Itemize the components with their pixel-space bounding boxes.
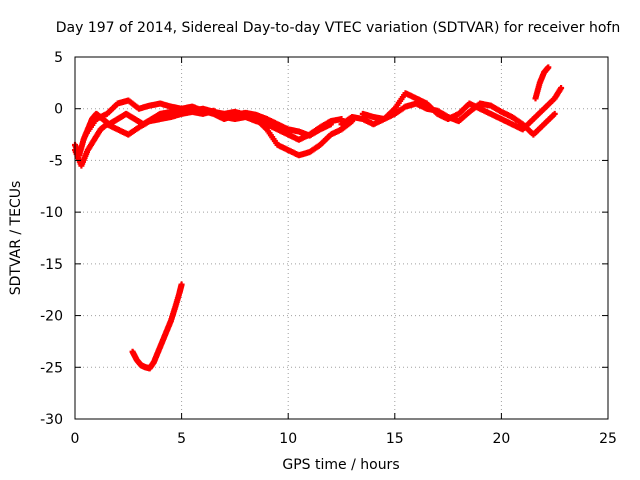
x-tick-label: 20 (492, 431, 510, 447)
data-point (545, 64, 552, 71)
chart-title: Day 197 of 2014, Sidereal Day-to-day VTE… (56, 20, 620, 36)
series-track-6 (532, 64, 552, 102)
y-tick-label: -25 (40, 360, 63, 376)
x-tick-label: 5 (177, 431, 186, 447)
y-tick-label: 5 (54, 50, 63, 66)
data-points (72, 64, 565, 372)
y-tick-label: -5 (49, 153, 63, 169)
x-tick-label: 0 (71, 431, 80, 447)
series-track-2 (72, 107, 345, 169)
data-point (327, 121, 334, 128)
data-point (338, 116, 345, 123)
x-tick-label: 15 (386, 431, 404, 447)
series-track-7 (129, 281, 185, 372)
plot-frame (74, 56, 609, 420)
y-axis-ticks: 5 0 -5 -10 -15 -20 -25 -30 (40, 50, 608, 428)
data-point (558, 85, 565, 92)
x-axis-ticks: 0 5 10 15 20 25 (71, 57, 617, 447)
y-tick-label: -30 (40, 412, 63, 428)
x-tick-label: 25 (599, 431, 617, 447)
y-tick-label: 0 (54, 102, 63, 118)
y-tick-label: -20 (40, 309, 63, 325)
x-tick-label: 10 (279, 431, 297, 447)
y-tick-label: -10 (40, 205, 63, 221)
y-tick-label: -15 (40, 257, 63, 273)
data-point (551, 110, 558, 117)
series-track-3 (82, 97, 334, 139)
y-axis-title: SDTVAR / TECUs (8, 181, 24, 296)
data-point (178, 281, 185, 288)
x-axis-title: GPS time / hours (282, 457, 399, 473)
series-track-5 (359, 100, 558, 138)
